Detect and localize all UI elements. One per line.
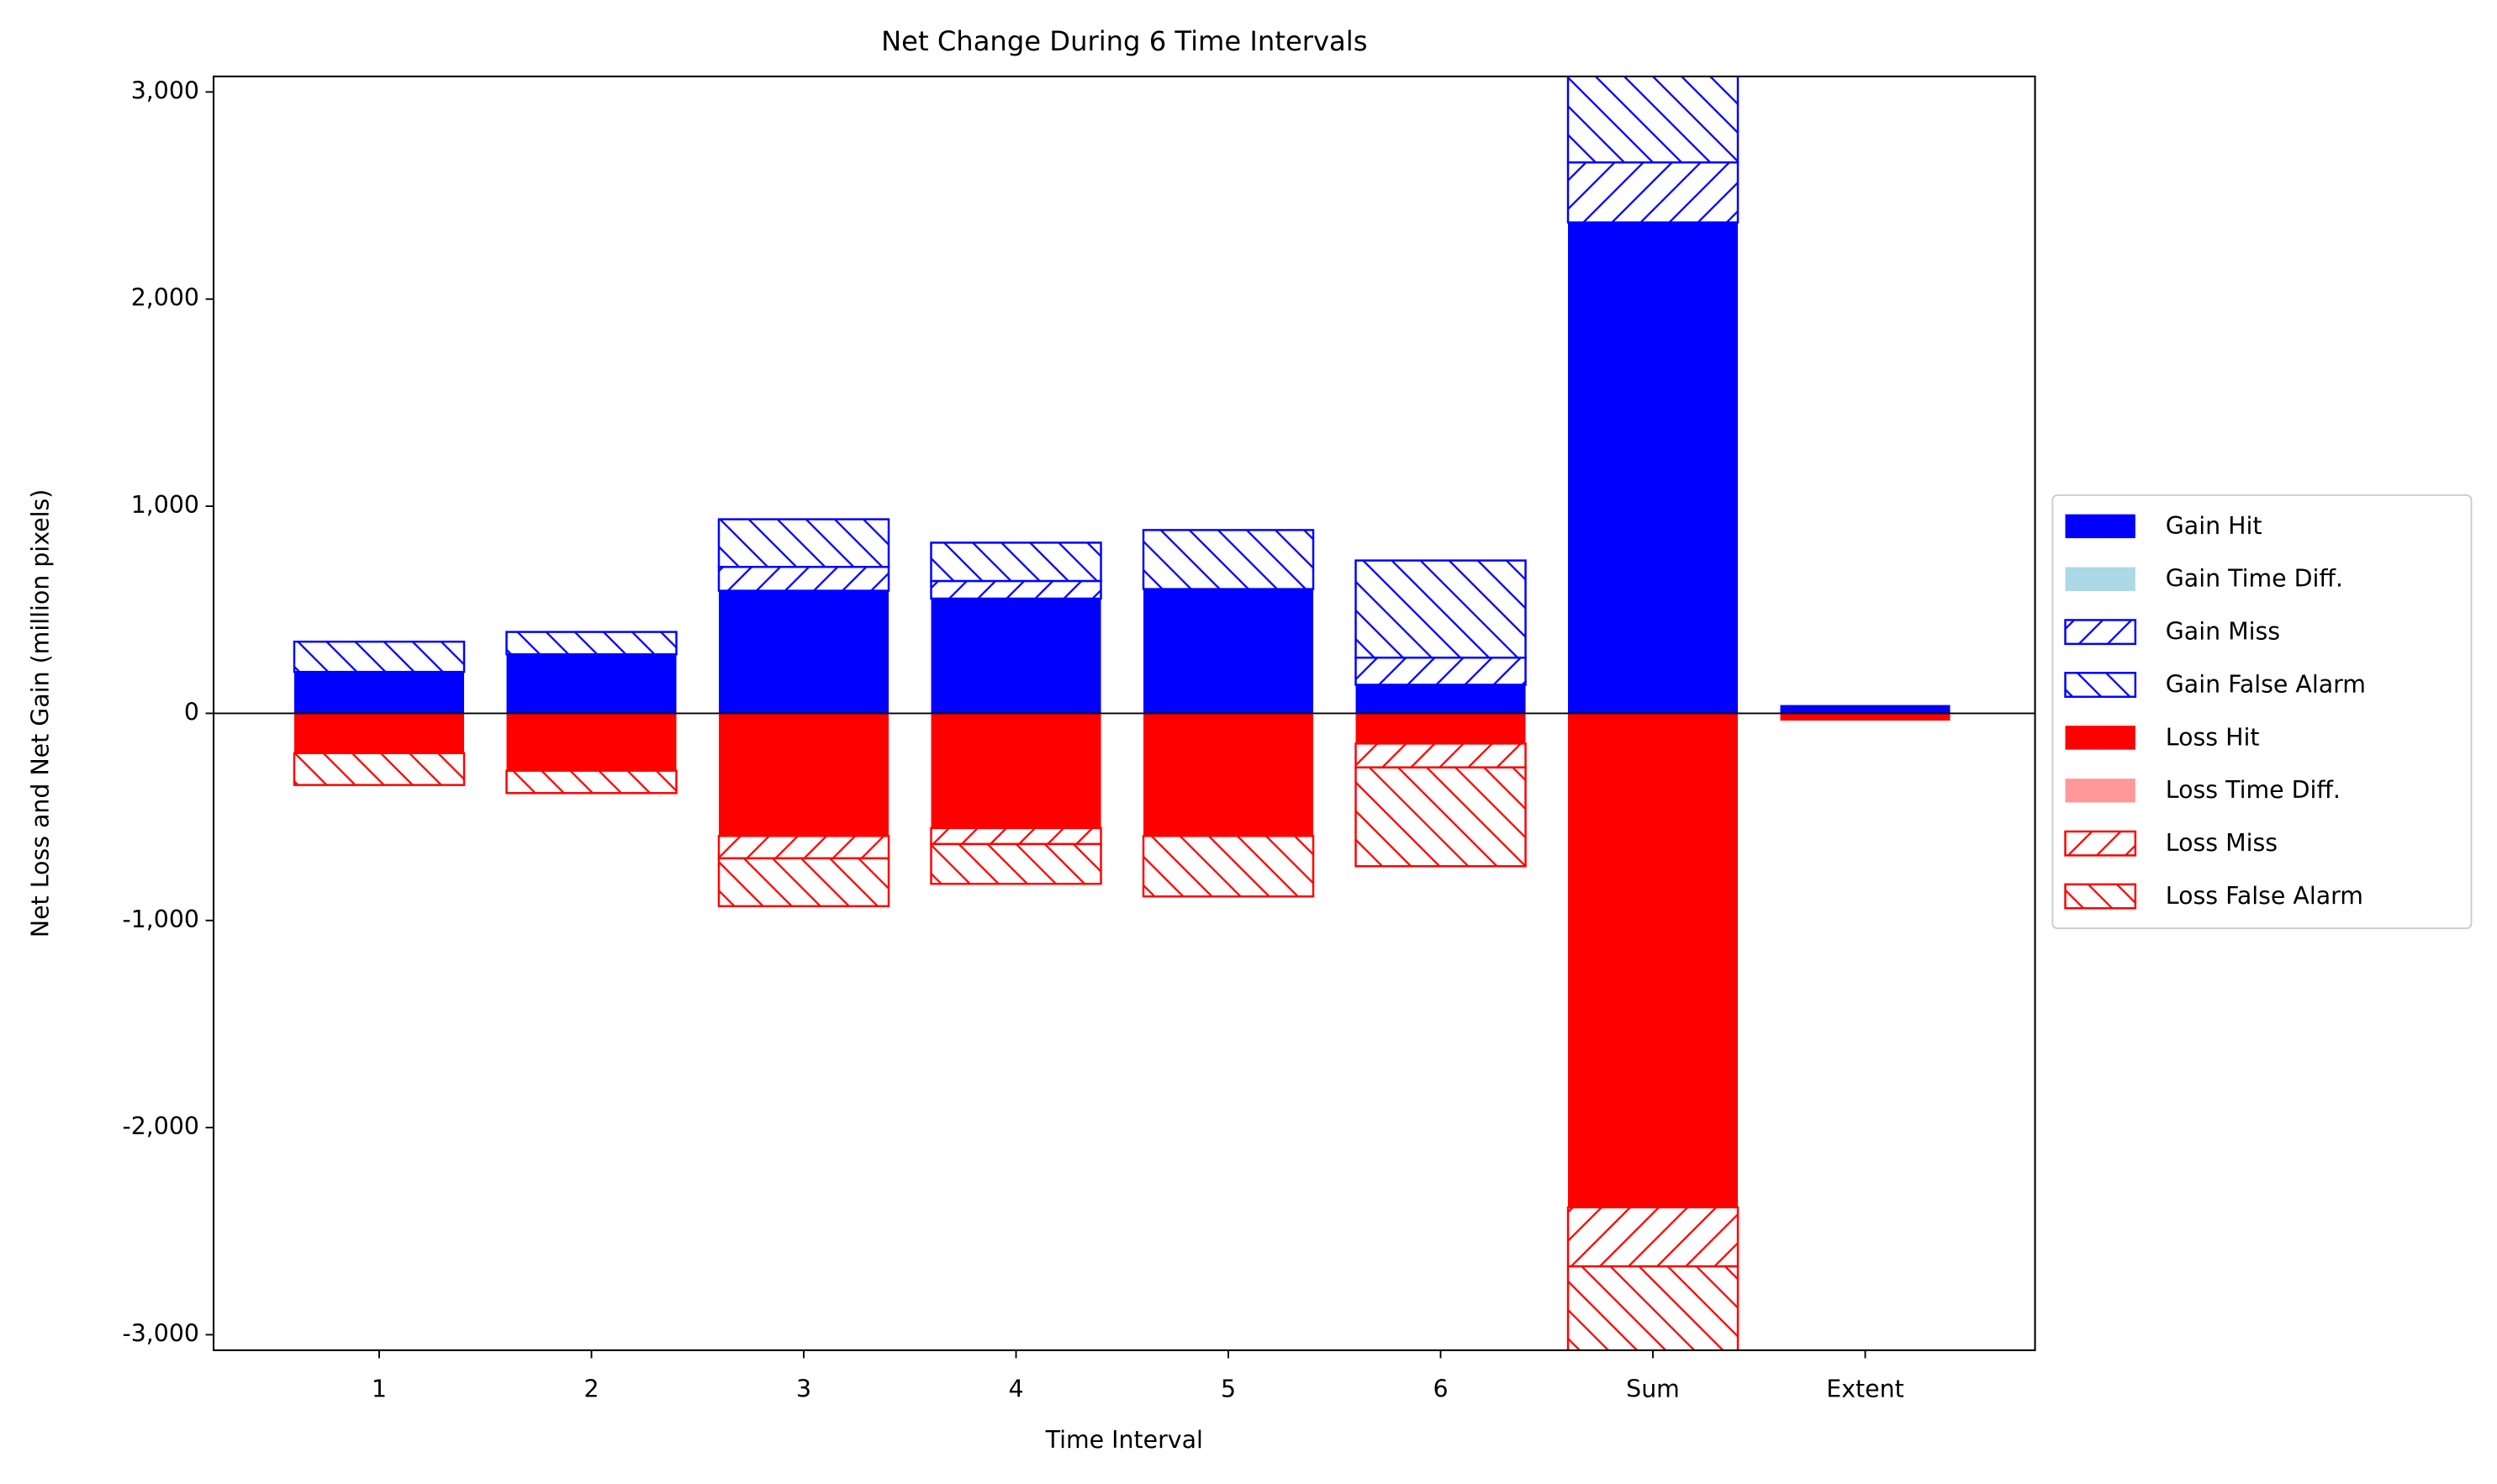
- bar-segment: [1566, 1206, 1739, 1268]
- legend-swatch: [2065, 726, 2135, 750]
- y-tick-label: 3,000: [131, 77, 199, 104]
- legend-swatch: [2064, 830, 2137, 857]
- bar-segment: [293, 713, 464, 753]
- x-tick-label: 3: [796, 1375, 811, 1402]
- bar-segment: [1142, 529, 1315, 590]
- x-tick-label: 1: [372, 1375, 387, 1402]
- x-tick-label: Extent: [1826, 1375, 1903, 1402]
- legend-swatch: [2064, 883, 2137, 910]
- legend-label: Loss Hit: [2166, 723, 2260, 751]
- legend-swatch: [2065, 567, 2135, 591]
- bar-segment: [1566, 1265, 1739, 1350]
- bar-segment: [717, 857, 890, 907]
- bar-segment: [1566, 161, 1739, 224]
- bar-segment: [1566, 76, 1739, 164]
- bar-segment: [717, 518, 890, 568]
- bar-segment: [1780, 705, 1951, 714]
- bar-segment: [1143, 589, 1314, 714]
- bar-segment: [930, 541, 1102, 583]
- bar-segment: [930, 579, 1102, 600]
- x-tick-label: 4: [1008, 1375, 1023, 1402]
- legend-label: Gain Time Diff.: [2166, 565, 2343, 593]
- y-tick-label: 2,000: [131, 284, 199, 312]
- bar-segment: [1354, 742, 1527, 768]
- legend-label: Gain Miss: [2166, 618, 2280, 646]
- legend-swatch: [2064, 672, 2137, 698]
- bar-segment: [505, 769, 678, 795]
- bar-segment: [930, 826, 1102, 846]
- x-tick-label: 2: [583, 1375, 599, 1402]
- bar-segment: [293, 672, 464, 714]
- bar-segment: [931, 598, 1101, 714]
- legend-label: Loss Time Diff.: [2166, 776, 2341, 804]
- bar-segment: [293, 752, 466, 786]
- bar-segment: [1354, 559, 1527, 659]
- bar-segment: [506, 713, 677, 771]
- bar-segment: [505, 631, 678, 656]
- bars: [293, 76, 1951, 1350]
- legend-label: Gain Hit: [2166, 512, 2262, 540]
- bar-segment: [717, 835, 890, 860]
- bar-segment: [1355, 684, 1526, 714]
- bar-segment: [719, 590, 890, 714]
- bar-segment: [1143, 713, 1314, 837]
- legend-swatch: [2064, 619, 2137, 646]
- bar-segment: [1355, 713, 1526, 744]
- y-tick-label: -1,000: [122, 906, 199, 933]
- bar-segment: [1354, 656, 1527, 686]
- bar-segment: [1780, 713, 1951, 721]
- legend-swatch: [2065, 514, 2135, 539]
- bar-segment: [1568, 713, 1739, 1207]
- legend-label: Loss False Alarm: [2166, 882, 2363, 910]
- y-tick-label: -2,000: [122, 1112, 199, 1140]
- bar-segment: [1142, 835, 1315, 898]
- bar-segment: [930, 842, 1102, 885]
- legend-label: Gain False Alarm: [2166, 670, 2366, 698]
- x-tick-label: Sum: [1626, 1375, 1680, 1402]
- bar-segment: [719, 713, 890, 837]
- bar-segment: [1354, 766, 1527, 868]
- legend-box: [2051, 494, 2473, 930]
- legend-swatch: [2065, 779, 2135, 803]
- y-axis-title: Net Loss and Net Gain (million pixels): [27, 489, 55, 938]
- bar-segment: [931, 713, 1101, 828]
- y-tick-label: 0: [184, 698, 199, 726]
- y-tick-label: -3,000: [122, 1319, 199, 1347]
- chart-title: Net Change During 6 Time Intervals: [881, 25, 1367, 57]
- legend-label: Loss Miss: [2166, 829, 2278, 857]
- bar-segment: [1568, 222, 1739, 714]
- y-tick-label: 1,000: [131, 491, 199, 519]
- bar-segment: [293, 640, 466, 673]
- x-axis-title: Time Interval: [1045, 1426, 1203, 1454]
- bar-segment: [717, 566, 890, 592]
- x-tick-label: 6: [1433, 1375, 1448, 1402]
- x-tick-label: 5: [1221, 1375, 1236, 1402]
- bar-segment: [506, 654, 677, 714]
